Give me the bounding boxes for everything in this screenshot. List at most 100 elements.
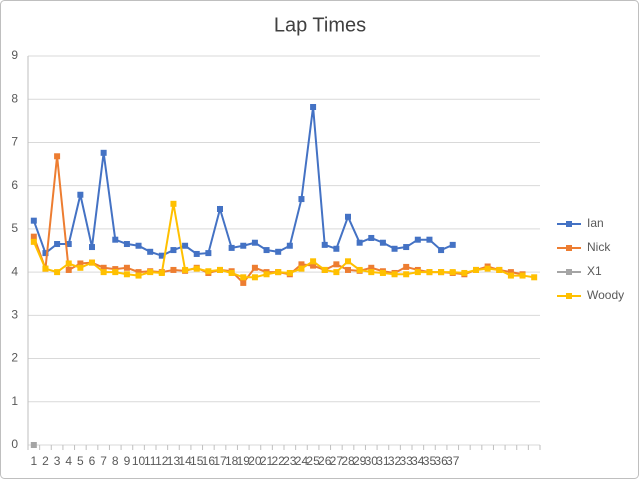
x-tick-label: 20 — [248, 454, 262, 468]
data-point — [391, 245, 398, 252]
data-point — [54, 269, 61, 276]
data-point — [368, 234, 375, 241]
x-tick-label: 32 — [388, 454, 402, 468]
data-point — [379, 269, 386, 276]
data-point — [30, 442, 37, 448]
data-point — [310, 258, 317, 265]
legend-label: Woody — [587, 288, 624, 302]
data-point — [170, 200, 177, 207]
x-tick-label: 26 — [318, 454, 332, 468]
data-point — [310, 262, 317, 269]
legend-label: Ian — [587, 216, 604, 230]
data-point — [100, 264, 107, 271]
data-point — [147, 248, 154, 255]
data-point — [30, 217, 37, 224]
data-point — [240, 274, 247, 281]
data-point — [170, 247, 177, 254]
y-tick-label: 8 — [11, 91, 18, 105]
data-point — [30, 238, 37, 245]
x-tick-label: 28 — [341, 454, 355, 468]
data-point — [368, 264, 375, 271]
x-tick-label: 8 — [112, 454, 119, 468]
data-point — [158, 252, 165, 259]
x-tick-label: 21 — [260, 454, 274, 468]
x-tick-label: 35 — [423, 454, 437, 468]
x-tick-label: 23 — [283, 454, 297, 468]
x-tick-label: 9 — [124, 454, 131, 468]
y-tick-label: 4 — [11, 264, 18, 278]
legend-marker — [566, 269, 572, 275]
data-point — [123, 271, 130, 278]
y-tick-label: 1 — [11, 394, 18, 408]
legend-label: X1 — [587, 264, 602, 278]
x-tick-label: 22 — [272, 454, 286, 468]
data-point — [100, 269, 107, 276]
data-point — [54, 153, 61, 160]
data-point — [414, 269, 421, 276]
data-point — [345, 258, 351, 265]
data-point — [112, 266, 119, 273]
data-point — [321, 241, 328, 248]
data-point — [77, 264, 84, 271]
data-point — [438, 247, 445, 254]
data-point — [240, 279, 247, 286]
x-tick-label: 36 — [434, 454, 448, 468]
x-tick-label: 15 — [190, 454, 204, 468]
data-point — [333, 261, 340, 268]
x-tick-label: 7 — [100, 454, 107, 468]
data-point — [65, 260, 72, 267]
data-point — [147, 269, 154, 276]
data-point — [531, 274, 538, 281]
data-point — [65, 266, 72, 273]
data-point — [333, 269, 340, 276]
data-point — [286, 269, 293, 276]
data-point — [123, 241, 130, 248]
data-point — [170, 266, 177, 273]
data-point — [426, 236, 433, 243]
x-tick-label: 11 — [144, 454, 157, 468]
data-point — [403, 244, 410, 251]
data-point — [65, 241, 72, 248]
x-tick-label: 1 — [30, 454, 37, 468]
data-point — [217, 266, 223, 273]
x-tick-label: 4 — [65, 454, 72, 468]
y-tick-label: 3 — [11, 308, 18, 322]
data-point — [251, 274, 258, 281]
data-point — [345, 266, 351, 273]
y-tick-label: 7 — [11, 135, 18, 149]
legend-label: Nick — [587, 240, 611, 254]
legend-marker — [566, 245, 572, 251]
x-tick-label: 24 — [295, 454, 309, 468]
data-point — [30, 233, 37, 240]
data-point — [414, 236, 421, 243]
legend-marker — [566, 221, 572, 227]
data-point — [507, 272, 514, 279]
data-point — [123, 264, 130, 271]
x-tick-label: 6 — [89, 454, 96, 468]
data-point — [484, 265, 491, 272]
x-tick-label: 3 — [54, 454, 61, 468]
x-tick-label: 33 — [400, 454, 414, 468]
data-point — [217, 206, 223, 213]
data-point — [251, 264, 258, 271]
data-point — [135, 242, 142, 249]
x-tick-label: 2 — [42, 454, 49, 468]
x-tick-label: 14 — [178, 454, 192, 468]
legend-marker — [566, 293, 572, 299]
data-point — [449, 269, 456, 276]
data-point — [158, 269, 165, 276]
data-point — [205, 250, 212, 257]
data-point — [438, 269, 445, 276]
chart-title: Lap Times — [274, 14, 366, 36]
y-tick-label: 6 — [11, 178, 18, 192]
x-tick-label: 19 — [237, 454, 251, 468]
data-point — [345, 213, 351, 220]
data-point — [298, 196, 305, 203]
x-tick-label: 18 — [225, 454, 239, 468]
data-point — [228, 244, 235, 251]
data-point — [77, 260, 84, 267]
data-point — [286, 242, 293, 249]
x-tick-label: 34 — [411, 454, 425, 468]
